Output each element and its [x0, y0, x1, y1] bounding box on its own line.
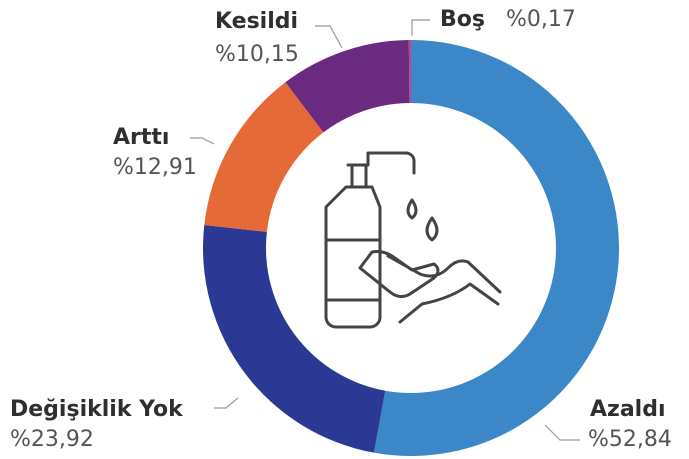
slice-name: Kesildi: [215, 9, 298, 34]
leader-line: [190, 137, 215, 145]
leader-line: [411, 19, 430, 36]
slice-name: Azaldı: [590, 397, 666, 422]
donut-slice: [374, 40, 619, 456]
slice-name: Değişiklik Yok: [10, 397, 184, 422]
slice-value: %52,84: [588, 427, 672, 452]
leader-line: [544, 424, 580, 441]
slice-value: %10,15: [215, 42, 299, 67]
slice-name: Boş: [440, 7, 485, 32]
donut-slice: [204, 82, 324, 232]
donut-slice: [285, 40, 410, 133]
slice-name: Arttı: [113, 125, 169, 150]
donut-slice: [203, 224, 386, 453]
center-icon: [324, 151, 502, 329]
leader-line: [315, 25, 343, 49]
leader-line: [214, 397, 239, 409]
donut-slice: [408, 40, 411, 104]
slice-value: %12,91: [113, 155, 197, 180]
slice-value: %0,17: [506, 7, 576, 32]
slice-value: %23,92: [10, 427, 94, 452]
